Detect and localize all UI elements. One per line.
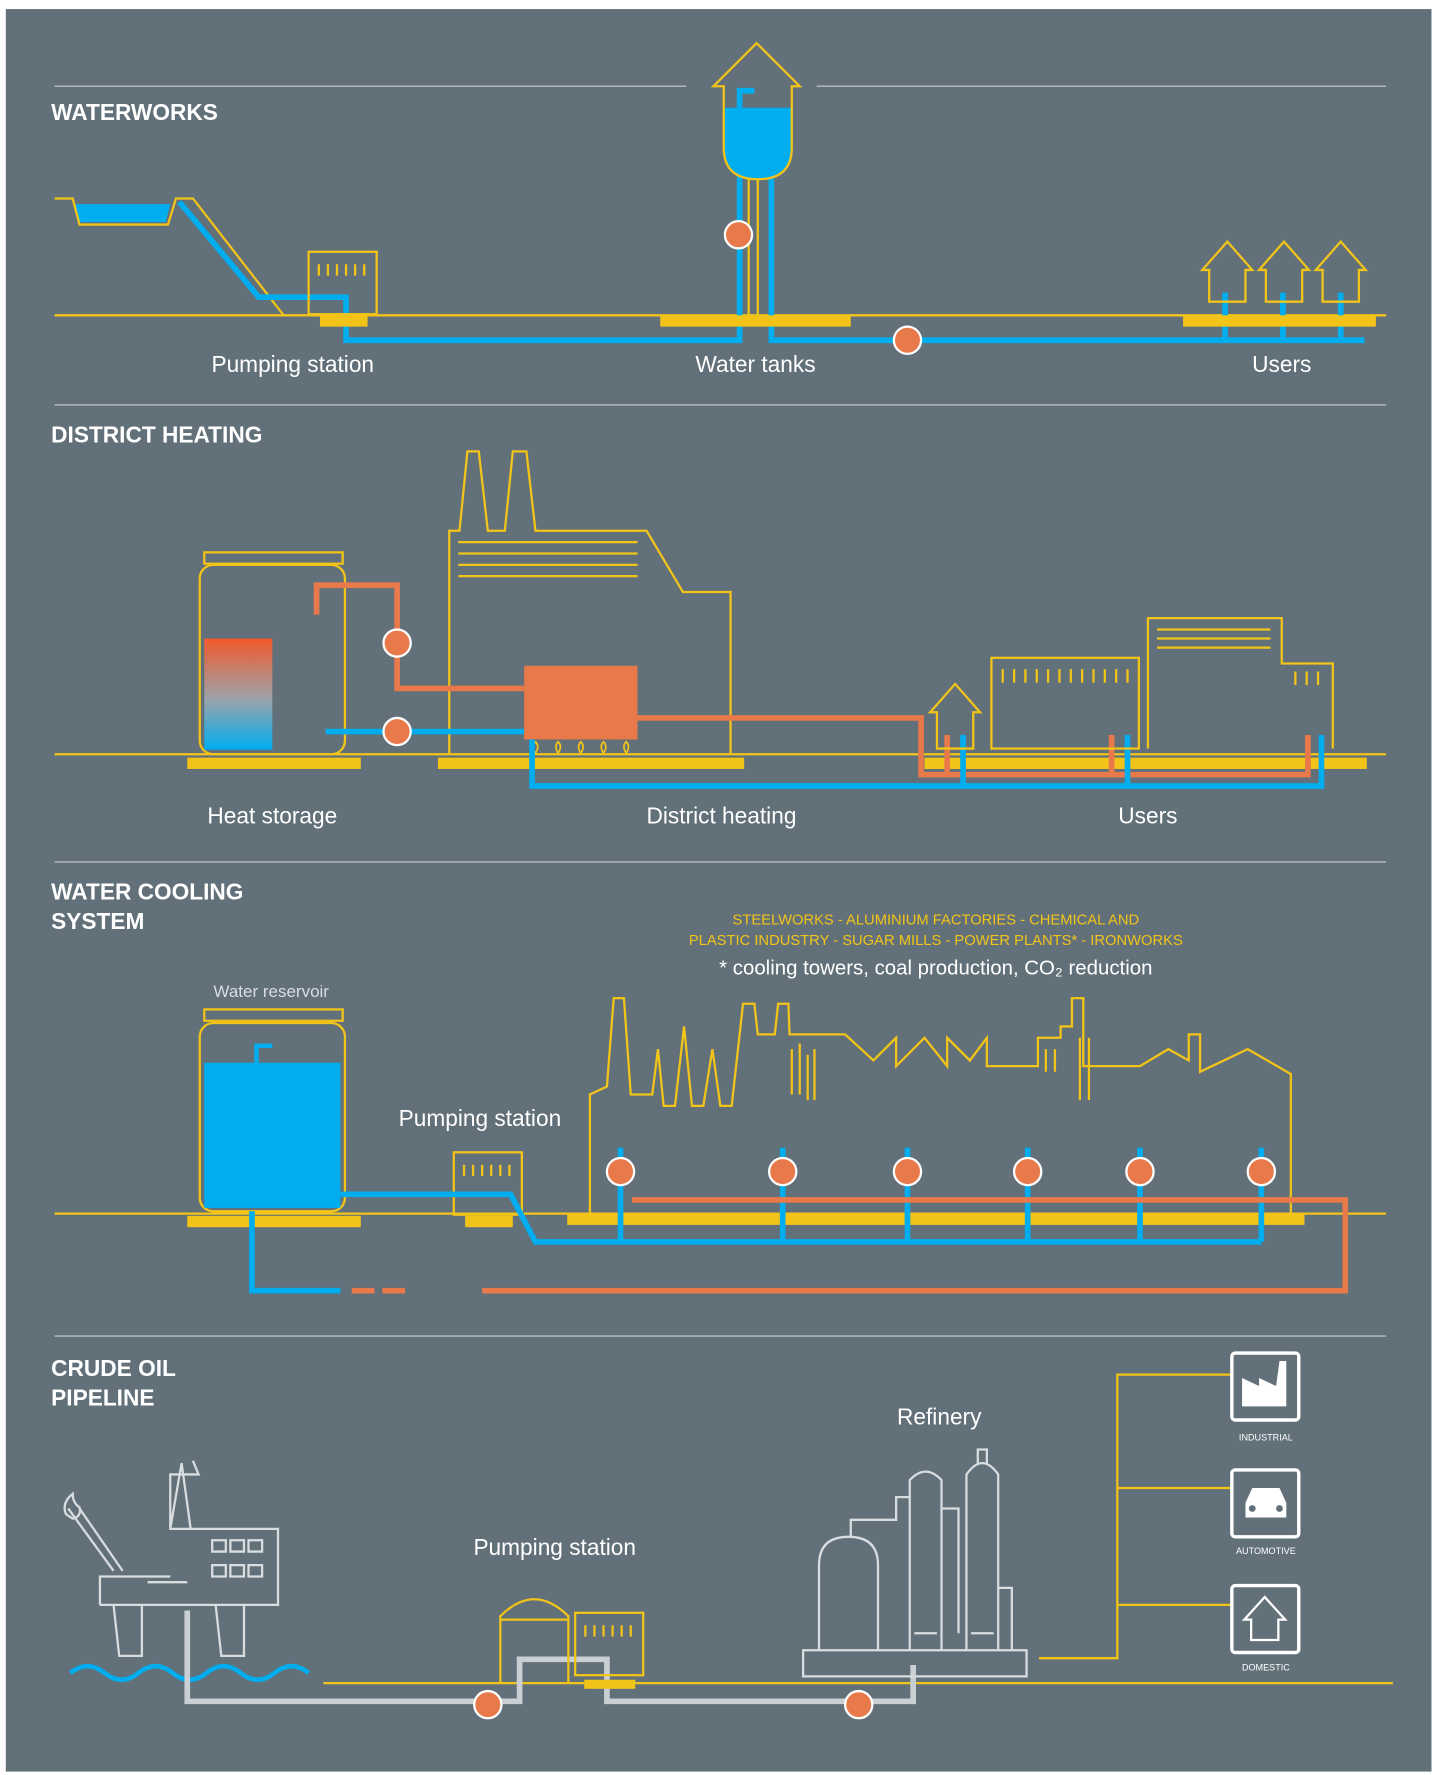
diagram: WATERWORKS Pumping station Water tanks U… <box>0 0 1435 1775</box>
use-label: INDUSTRIAL <box>1239 1432 1293 1442</box>
label: Users <box>1252 351 1311 377</box>
text-line: PIPELINE <box>51 1384 154 1410</box>
page: WATERWORKS Pumping station Water tanks U… <box>0 0 1435 1775</box>
label: Heat storage <box>207 802 337 828</box>
text-line: CRUDE OIL <box>51 1355 176 1381</box>
text-line: SYSTEM <box>51 908 144 934</box>
text-line: WATERWORKS <box>51 99 218 125</box>
label: Refinery <box>897 1404 982 1430</box>
note: * cooling towers, coal production, CO₂ r… <box>719 957 1152 979</box>
text-line: PLASTIC INDUSTRY - SUGAR MILLS - POWER P… <box>689 933 1183 949</box>
text-line: DISTRICT HEATING <box>51 421 262 447</box>
label: Pumping station <box>473 1534 636 1560</box>
label: Pumping station <box>399 1105 562 1131</box>
use-label: DOMESTIC <box>1242 1663 1290 1673</box>
label: Users <box>1118 802 1177 828</box>
section-title: WATERWORKS <box>51 99 218 125</box>
use-label: AUTOMOTIVE <box>1236 1546 1296 1556</box>
text-line: WATER COOLING <box>51 878 243 904</box>
label: Water reservoir <box>213 982 329 1001</box>
label: District heating <box>646 802 796 828</box>
section-title: DISTRICT HEATING <box>51 421 262 447</box>
label: Water tanks <box>695 351 815 377</box>
text-line: STEELWORKS - ALUMINIUM FACTORIES - CHEMI… <box>733 912 1140 928</box>
label: Pumping station <box>211 351 374 377</box>
